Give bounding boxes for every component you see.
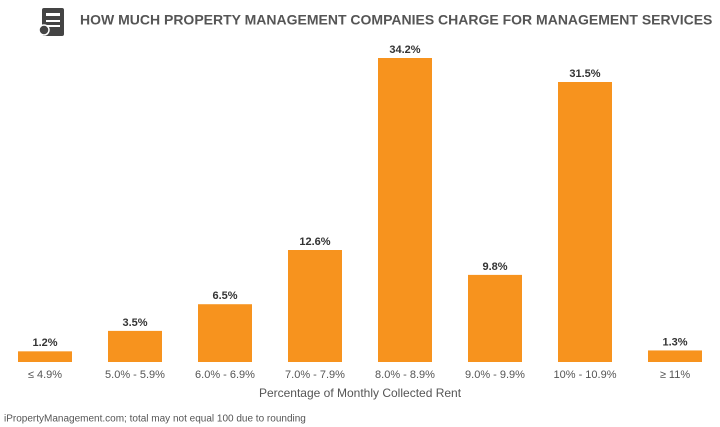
value-label: 12.6% xyxy=(299,236,330,248)
x-tick-label: 8.0% - 8.9% xyxy=(375,369,435,381)
bar xyxy=(558,82,612,362)
value-label: 34.2% xyxy=(389,44,420,56)
value-label: 9.8% xyxy=(482,261,507,273)
x-tick-label: 6.0% - 6.9% xyxy=(195,369,255,381)
title-icon xyxy=(38,8,64,36)
bar xyxy=(648,350,702,362)
bar xyxy=(378,58,432,362)
value-label: 1.3% xyxy=(662,336,687,348)
x-tick-label: 10% - 10.9% xyxy=(554,369,617,381)
x-tick-label: ≥ 11% xyxy=(660,369,691,381)
bar xyxy=(288,250,342,362)
x-tick-label: 5.0% - 5.9% xyxy=(105,369,165,381)
x-tick-label: ≤ 4.9% xyxy=(28,369,62,381)
x-axis-title: Percentage of Monthly Collected Rent xyxy=(259,386,462,400)
value-label: 31.5% xyxy=(569,68,600,80)
bar xyxy=(108,330,162,362)
value-label: 3.5% xyxy=(122,317,147,329)
x-tick-label: 7.0% - 7.9% xyxy=(285,369,345,381)
x-tick-label: 9.0% - 9.9% xyxy=(465,369,525,381)
value-label: 6.5% xyxy=(212,290,237,302)
bar xyxy=(198,304,252,362)
chart-title: HOW MUCH PROPERTY MANAGEMENT COMPANIES C… xyxy=(80,12,712,28)
value-label: 1.2% xyxy=(32,337,57,349)
bar xyxy=(18,351,72,362)
footnote: iPropertyManagement.com; total may not e… xyxy=(4,414,306,425)
bar xyxy=(468,274,522,362)
